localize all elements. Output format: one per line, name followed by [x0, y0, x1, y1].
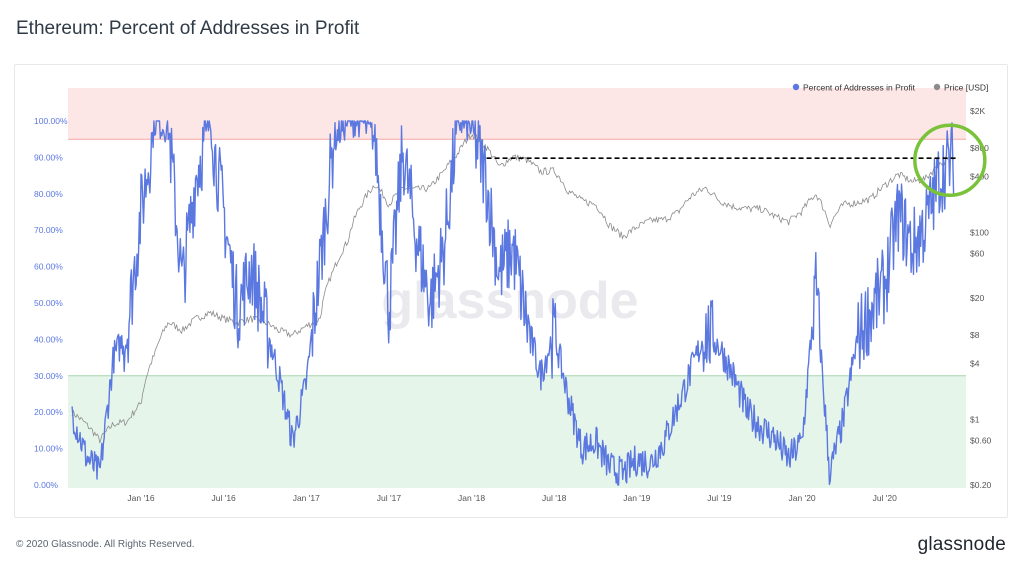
y-right-tick-label: $0.20: [970, 480, 992, 490]
x-tick-label: Jul '16: [211, 493, 236, 503]
y-left-tick-label: 60.00%: [34, 262, 63, 272]
x-tick-label: Jan '16: [127, 493, 154, 503]
y-right-tick-label: $1: [970, 415, 980, 425]
x-tick-label: Jan '17: [293, 493, 320, 503]
x-tick-label: Jul '19: [707, 493, 732, 503]
x-tick-label: Jul '18: [542, 493, 567, 503]
legend-swatch-price: [933, 83, 941, 91]
y-right-tick-label: $60: [970, 248, 984, 258]
x-tick-label: Jan '19: [623, 493, 650, 503]
y-right-tick-label: $0.60: [970, 435, 992, 445]
x-tick-label: Jul '17: [377, 493, 402, 503]
y-right-tick-label: $2K: [970, 106, 985, 116]
y-left-tick-label: 40.00%: [34, 334, 63, 344]
series-price-line: [71, 133, 954, 444]
y-right-tick-label: $4: [970, 358, 980, 368]
y-left-tick-label: 70.00%: [34, 225, 63, 235]
page-title: Ethereum: Percent of Addresses in Profit: [16, 18, 360, 39]
y-left-tick-label: 10.00%: [34, 444, 63, 454]
zone-high: [68, 88, 966, 140]
y-left-tick-label: 50.00%: [34, 298, 63, 308]
y-left-tick-label: 100.00%: [34, 116, 68, 126]
legend-label-profit: Percent of Addresses in Profit: [803, 83, 916, 93]
y-right-tick-label: $100: [970, 228, 989, 238]
y-left-tick-label: 80.00%: [34, 189, 63, 199]
legend-swatch-profit: [792, 83, 800, 91]
y-right-tick-label: $20: [970, 293, 984, 303]
y-left-tick-label: 20.00%: [34, 407, 63, 417]
legend-label-price: Price [USD]: [944, 83, 988, 93]
watermark: glassnode: [381, 272, 638, 330]
x-tick-label: Jul '20: [873, 493, 898, 503]
y-right-tick-label: $800: [970, 143, 989, 153]
series-profit-line: [71, 120, 955, 486]
y-left-tick-label: 90.00%: [34, 152, 63, 162]
annotation-circle: [913, 123, 987, 197]
x-tick-label: Jan '20: [789, 493, 816, 503]
x-tick-label: Jan '18: [458, 493, 485, 503]
legend: Percent of Addresses in Profit Price [US…: [792, 83, 988, 93]
y-left-tick-label: 30.00%: [34, 371, 63, 381]
copyright: © 2020 Glassnode. All Rights Reserved.: [16, 539, 195, 550]
brand-logo: glassnode: [917, 534, 1006, 555]
zone-low: [68, 375, 966, 488]
y-left-tick-label: 0.00%: [34, 480, 59, 490]
y-right-tick-label: $8: [970, 330, 980, 340]
